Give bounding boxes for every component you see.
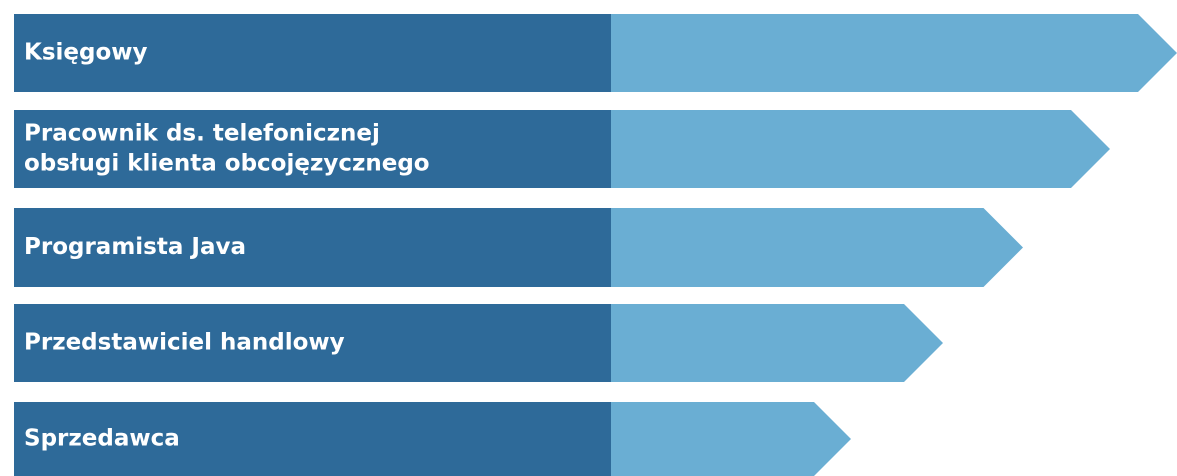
label: Przedstawiciel handlowy	[24, 330, 345, 356]
label: obsługi klienta obcojęzycznego	[24, 151, 430, 177]
label-box	[14, 208, 611, 287]
arrow-bar	[611, 208, 1023, 287]
label-box	[14, 304, 611, 382]
label: Programista Java	[24, 234, 246, 260]
label-box	[14, 14, 611, 92]
label: Sprzedawca	[24, 426, 180, 452]
label: Pracownik ds. telefonicznej	[24, 121, 380, 147]
arrow-bar	[611, 14, 1177, 92]
label-box	[14, 110, 611, 188]
arrow-bar	[611, 110, 1110, 188]
label-box	[14, 402, 611, 476]
label: Księgowy	[24, 40, 148, 66]
arrow-bar	[611, 402, 851, 476]
arrow-bar	[611, 304, 943, 382]
